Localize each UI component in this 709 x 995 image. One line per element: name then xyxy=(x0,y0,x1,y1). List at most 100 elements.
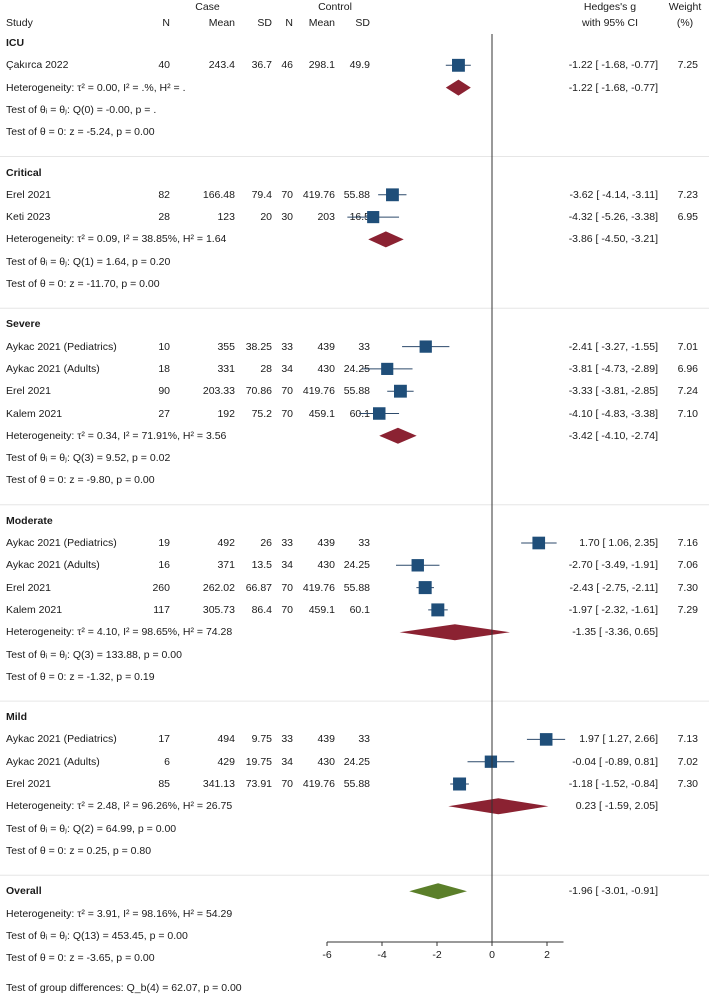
overall-effect-ci: -1.96 [ -3.01, -0.91] xyxy=(568,885,658,898)
effect-size-ci: 1.70 [ 1.06, 2.35] xyxy=(579,537,658,549)
case-n: 28 xyxy=(158,211,170,224)
header-study: Study xyxy=(6,17,33,29)
study-name: Aykac 2021 (Pediatrics) xyxy=(6,537,117,549)
x-tick-label: -6 xyxy=(322,949,331,961)
effect-size-ci: 1.97 [ 1.27, 2.66] xyxy=(579,733,658,746)
case-n: 10 xyxy=(158,340,170,353)
overall-diamond xyxy=(409,883,467,900)
header-case-sd: SD xyxy=(257,17,272,29)
case-n: 90 xyxy=(158,385,170,398)
subgroup-diamond xyxy=(448,798,549,815)
header-weight-1: Weight xyxy=(668,1,702,13)
group-title: ICU xyxy=(6,37,25,49)
case-mean: 492 xyxy=(217,537,235,549)
weight-value: 7.30 xyxy=(677,581,698,594)
case-sd: 36.7 xyxy=(251,59,272,72)
weight-value: 7.23 xyxy=(677,188,698,201)
study-marker xyxy=(367,211,380,224)
group-title: Severe xyxy=(6,318,41,331)
case-n: 27 xyxy=(158,407,170,420)
case-mean: 494 xyxy=(217,733,235,746)
study-name: Çakırca 2022 xyxy=(6,59,69,72)
case-n: 85 xyxy=(158,778,170,790)
control-n: 70 xyxy=(281,581,293,594)
study-marker xyxy=(418,581,432,595)
weight-value: 7.10 xyxy=(677,407,698,420)
study-marker xyxy=(381,362,394,375)
case-n: 17 xyxy=(158,733,170,746)
x-tick-label: 2 xyxy=(544,949,550,961)
weight-value: 7.30 xyxy=(677,778,698,790)
plot-area: -6 -4 -2 0 2 xyxy=(0,34,709,961)
header-case: Case xyxy=(195,1,220,13)
subgroup-diamond xyxy=(445,79,471,96)
effect-size-ci: -2.43 [ -2.75, -2.11] xyxy=(569,581,658,594)
case-sd: 13.5 xyxy=(251,559,272,572)
control-sd: 60.1 xyxy=(349,603,370,616)
effect-size-ci: -0.04 [ -0.89, 0.81] xyxy=(572,755,658,768)
case-n: 260 xyxy=(152,581,170,594)
control-n: 33 xyxy=(281,733,293,746)
control-sd: 55.88 xyxy=(343,385,370,398)
control-n: 70 xyxy=(281,778,293,790)
control-sd: 33 xyxy=(358,537,370,549)
x-tick-label: -4 xyxy=(377,949,386,961)
case-mean: 203.33 xyxy=(202,385,235,398)
weight-value: 7.13 xyxy=(677,733,698,746)
study-name: Kalem 2021 xyxy=(6,603,63,616)
study-name: Kalem 2021 xyxy=(6,407,63,420)
control-mean: 430 xyxy=(317,362,335,375)
control-n: 70 xyxy=(281,407,293,420)
case-mean: 355 xyxy=(217,340,235,353)
effect-size-ci: -3.81 [ -4.73, -2.89] xyxy=(568,362,658,375)
case-mean: 341.13 xyxy=(202,778,235,790)
case-sd: 79.4 xyxy=(251,188,272,201)
subgroup-effect-ci: -3.86 [ -4.50, -3.21] xyxy=(568,233,658,246)
control-n: 33 xyxy=(281,537,293,549)
case-n: 82 xyxy=(158,188,170,201)
subgroup-effect-ci: 0.23 [ -1.59, 2.05] xyxy=(575,800,658,813)
control-sd: 33 xyxy=(358,340,370,353)
homogeneity-test: Test of θᵢ = θⱼ: Q(2) = 64.99, p = 0.00 xyxy=(6,822,177,835)
header-hedges-1: Hedges's g xyxy=(583,1,637,13)
control-sd: 55.88 xyxy=(343,188,370,201)
control-sd: 24.25 xyxy=(343,559,370,572)
study-marker xyxy=(539,733,553,746)
x-tick-label: -2 xyxy=(432,949,441,961)
case-mean: 262.02 xyxy=(202,581,235,594)
control-n: 46 xyxy=(281,59,293,72)
header-control-n: N xyxy=(285,17,293,29)
theta-test: Test of θ = 0: z = -1.32, p = 0.19 xyxy=(6,670,155,683)
study-marker xyxy=(452,58,465,72)
case-sd: 9.75 xyxy=(251,733,272,746)
weight-value: 7.16 xyxy=(677,537,698,549)
overall-title: Overall xyxy=(6,885,42,898)
homogeneity-test: Test of θᵢ = θⱼ: Q(3) = 133.88, p = 0.00 xyxy=(6,648,182,661)
case-n: 40 xyxy=(158,59,170,72)
theta-test: Test of θ = 0: z = 0.25, p = 0.80 xyxy=(6,844,152,857)
study-marker xyxy=(373,407,386,420)
theta-test: Test of θ = 0: z = -11.70, p = 0.00 xyxy=(6,278,160,290)
control-n: 30 xyxy=(281,211,293,224)
case-sd: 28 xyxy=(260,362,272,375)
effect-size-ci: -3.33 [ -3.81, -2.85] xyxy=(568,385,658,398)
theta-test: Test of θ = 0: z = -9.80, p = 0.00 xyxy=(6,474,155,487)
header-case-n: N xyxy=(162,17,170,29)
control-sd: 24.25 xyxy=(343,362,370,375)
control-mean: 430 xyxy=(317,755,335,768)
heterogeneity-text: Heterogeneity: τ² = 0.34, I² = 71.91%, H… xyxy=(6,429,227,442)
study-name: Erel 2021 xyxy=(6,385,51,398)
control-sd: 33 xyxy=(358,733,370,746)
control-mean: 459.1 xyxy=(308,603,335,616)
overall-theta-test: Test of θ = 0: z = -3.65, p = 0.00 xyxy=(6,952,155,965)
subgroup-diamond xyxy=(399,624,510,641)
control-sd: 55.88 xyxy=(343,778,370,790)
header-hedges-2: with 95% CI xyxy=(581,17,639,29)
case-mean: 166.48 xyxy=(202,188,235,201)
subgroup-diamond xyxy=(368,231,404,248)
weight-value: 6.95 xyxy=(677,211,698,224)
effect-size-ci: -4.32 [ -5.26, -3.38] xyxy=(568,211,658,224)
control-mean: 203 xyxy=(317,211,335,224)
case-mean: 371 xyxy=(217,559,235,572)
control-mean: 419.76 xyxy=(302,581,335,594)
